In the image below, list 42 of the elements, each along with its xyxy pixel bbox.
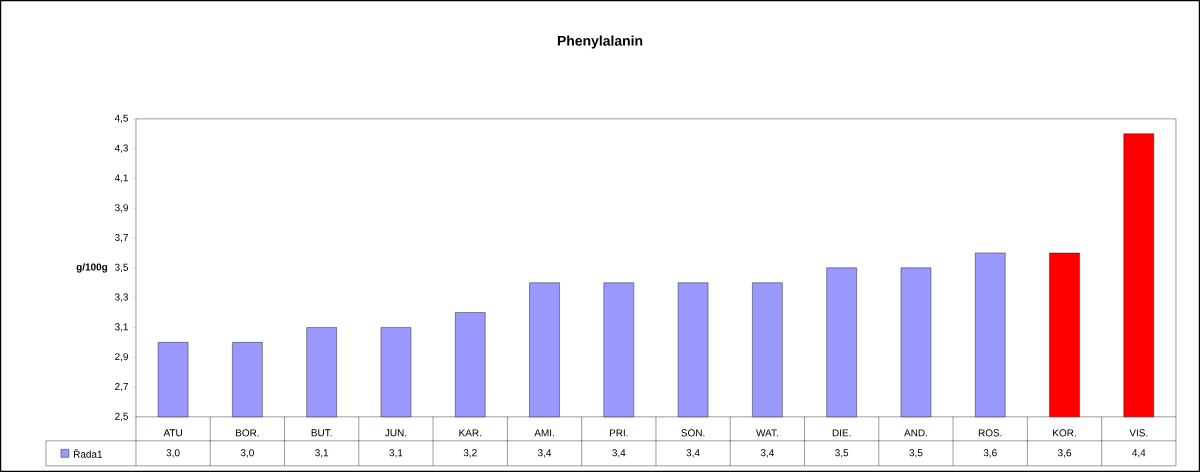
x-tick-label: VIS. bbox=[1129, 429, 1148, 437]
x-tick-label: DIE. bbox=[832, 429, 851, 437]
data-label: 3,0 bbox=[166, 449, 180, 458]
y-tick-label: 4,3 bbox=[114, 144, 128, 153]
data-label: 3,2 bbox=[463, 449, 477, 458]
y-tick-label: 3,1 bbox=[114, 323, 128, 332]
x-tick-label: BOR. bbox=[236, 429, 259, 437]
y-tick-label: 3,7 bbox=[114, 233, 128, 243]
x-tick-label: JUN. bbox=[385, 429, 407, 437]
data-label: 4,4 bbox=[1132, 449, 1146, 458]
data-label: 3,4 bbox=[612, 449, 626, 458]
chart-title: Phenylalanin bbox=[557, 35, 643, 49]
x-tick-label: BUT. bbox=[311, 429, 332, 437]
y-axis-title: g/100g bbox=[76, 263, 108, 273]
x-tick-label: ATU bbox=[163, 429, 182, 437]
x-tick-label: WAT. bbox=[756, 429, 778, 437]
y-tick-label: 2,7 bbox=[115, 382, 128, 392]
x-tick-label: AMI. bbox=[534, 429, 554, 437]
x-tick-label: ROS. bbox=[978, 429, 1002, 437]
data-label: 3,1 bbox=[315, 449, 329, 458]
data-label: 3,4 bbox=[686, 449, 700, 458]
data-label: 3,1 bbox=[389, 449, 403, 458]
data-label: 3,4 bbox=[537, 449, 552, 458]
y-tick-label: 3,5 bbox=[114, 263, 129, 272]
x-tick-label: AND. bbox=[904, 429, 927, 437]
data-label: 3,6 bbox=[983, 449, 997, 458]
x-tick-label: SON. bbox=[681, 429, 705, 437]
data-label: 3,5 bbox=[835, 449, 849, 458]
y-tick-label: 3,9 bbox=[114, 204, 128, 213]
data-label: 3,6 bbox=[1057, 449, 1072, 458]
y-tick-label: 2,5 bbox=[115, 412, 129, 421]
data-label: 3,0 bbox=[240, 449, 254, 458]
x-tick-label: KAR. bbox=[459, 429, 481, 437]
y-tick-label: 2,9 bbox=[115, 353, 128, 362]
legend-label: Řada1 bbox=[73, 448, 103, 458]
x-tick-label: PRI. bbox=[609, 429, 628, 437]
y-tick-label: 4,5 bbox=[114, 114, 129, 123]
data-label: 3,4 bbox=[760, 449, 775, 458]
x-tick-label: KOR. bbox=[1053, 429, 1076, 437]
y-tick-label: 3,3 bbox=[114, 293, 128, 302]
y-tick-label: 4,1 bbox=[114, 174, 128, 183]
data-label: 3,5 bbox=[909, 449, 923, 458]
